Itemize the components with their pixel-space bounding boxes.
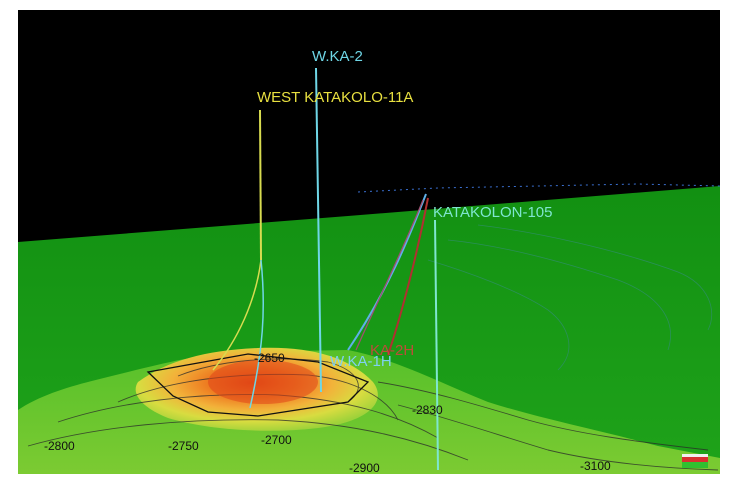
well-label-wka2[interactable]: W.KA-2 <box>312 48 363 65</box>
well-path-wka2 <box>315 67 322 393</box>
contour-label: -3100 <box>580 459 611 473</box>
plane-edge <box>357 183 720 193</box>
contour-label: -2900 <box>349 461 380 474</box>
3d-scene[interactable]: -2650 -2700 -2830 -2900 -3100 -2750 -280… <box>18 10 720 474</box>
well-label-ka2h[interactable]: KA-2H <box>370 342 414 359</box>
well-path-ka2h <box>387 197 429 356</box>
fault-outline <box>146 353 370 417</box>
axis-cube-icon[interactable] <box>682 454 708 468</box>
well-trajectories <box>212 67 439 471</box>
well-path-katakolon-105 <box>434 219 439 471</box>
well-path-wka1h <box>347 193 427 351</box>
contour-label: -2830 <box>412 403 443 417</box>
contour-label: -2750 <box>168 439 199 453</box>
well-label-wka1h[interactable]: W.KA-1H <box>330 353 392 370</box>
3d-viewport[interactable]: -2650 -2700 -2830 -2900 -3100 -2750 -280… <box>18 10 720 474</box>
well-label-katakolon-105[interactable]: KATAKOLON-105 <box>433 204 553 221</box>
well-path-ka2h-b <box>355 199 424 351</box>
well-path-branch <box>249 259 265 409</box>
well-path-west-katakolo-11a <box>259 109 262 261</box>
contour-label: -2700 <box>261 433 292 447</box>
plane-contours <box>427 224 712 371</box>
well-path-west-katakolo-11a-lower <box>212 259 262 371</box>
well-label-west-katakolo-11a[interactable]: WEST KATAKOLO-11A <box>257 89 413 106</box>
contour-label: -2650 <box>254 351 285 365</box>
contour-label: -2800 <box>44 439 75 453</box>
structure-core <box>208 360 318 404</box>
